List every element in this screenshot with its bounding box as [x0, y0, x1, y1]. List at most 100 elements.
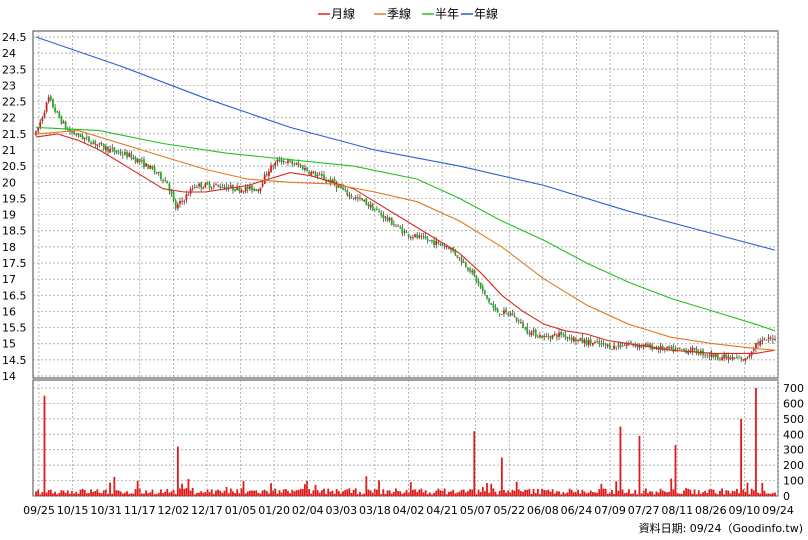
volume-tick-label: 300	[783, 444, 804, 457]
volume-bar	[109, 482, 112, 496]
volume-bar	[299, 488, 302, 496]
price-tick-label: 18.5	[2, 225, 27, 238]
volume-bar	[136, 480, 139, 496]
candle-body	[560, 331, 563, 336]
volume-bar	[666, 492, 668, 496]
volume-bar	[509, 492, 512, 496]
volume-bar	[92, 491, 95, 496]
candle-body	[746, 357, 749, 359]
volume-bar	[284, 489, 287, 496]
candle-body	[240, 189, 243, 193]
candle-body	[268, 171, 270, 177]
volume-bar	[306, 480, 308, 496]
volume-bar	[420, 488, 423, 496]
volume-tick-label: 600	[783, 397, 804, 410]
candle-body	[439, 243, 442, 245]
candle-body	[204, 183, 207, 188]
candle-body	[454, 250, 457, 255]
volume-bar	[416, 492, 419, 496]
candle-body	[644, 343, 647, 346]
candle-body	[124, 152, 126, 155]
volume-bar	[450, 491, 452, 496]
candle-body	[371, 203, 374, 211]
volume-bar	[759, 493, 762, 496]
volume-bar	[619, 426, 622, 496]
candle-body	[420, 235, 423, 237]
candle-body	[638, 344, 641, 348]
candle-body	[661, 346, 664, 351]
volume-bar	[568, 488, 571, 496]
volume-bar	[354, 488, 357, 496]
candle-body	[282, 161, 285, 162]
x-tick-label: 12/17	[191, 504, 223, 517]
candle-body	[164, 180, 167, 182]
candle-body	[149, 165, 152, 169]
volume-bar	[431, 494, 433, 496]
volume-bar	[729, 493, 732, 496]
candle-body	[517, 320, 520, 322]
volume-bar	[335, 489, 338, 496]
candle-body	[706, 355, 709, 356]
volume-bar	[740, 418, 743, 496]
candle-body	[189, 188, 192, 194]
volume-bar	[132, 493, 135, 496]
candle-body	[219, 185, 222, 188]
volume-bar	[687, 488, 690, 496]
candle-body	[388, 218, 391, 221]
candle-body	[471, 270, 474, 273]
x-tick-label: 03/18	[359, 504, 391, 517]
candle-body	[721, 357, 723, 361]
legend-label: 年線	[474, 6, 498, 21]
volume-bar	[460, 489, 463, 496]
candle-body	[181, 200, 184, 202]
candle-body	[113, 147, 116, 152]
x-tick-label: 08/26	[695, 504, 727, 517]
candle-body	[522, 322, 524, 328]
candle-body	[445, 246, 448, 248]
volume-bar	[401, 493, 404, 496]
candle-body	[310, 171, 313, 175]
volume-bar	[102, 490, 105, 496]
volume-bar	[287, 490, 289, 496]
volume-bar	[731, 490, 734, 496]
volume-bar	[543, 489, 546, 496]
volume-bar	[712, 489, 715, 496]
candle-body	[117, 151, 120, 153]
volume-bar	[515, 481, 518, 496]
volume-bar	[522, 491, 524, 496]
candlestick-series	[35, 94, 776, 364]
x-tick-label: 05/07	[460, 504, 492, 517]
candle-body	[579, 338, 582, 341]
candle-body	[259, 187, 262, 191]
candle-body	[157, 172, 160, 173]
candle-body	[278, 159, 281, 161]
candle-body	[714, 353, 717, 357]
candle-body	[441, 245, 444, 246]
volume-bar	[291, 489, 294, 496]
x-tick-label: 01/05	[225, 504, 257, 517]
volume-bar	[350, 492, 353, 496]
candle-body	[719, 358, 721, 360]
volume-bar	[750, 488, 753, 496]
candle-body	[316, 175, 319, 176]
volume-bar	[627, 489, 630, 496]
candle-body	[401, 227, 404, 234]
volume-bar	[318, 492, 321, 496]
candle-body	[136, 159, 139, 163]
volume-bar	[94, 491, 97, 496]
candle-body	[138, 158, 141, 163]
volume-bar	[232, 491, 234, 496]
candle-body	[168, 183, 171, 192]
price-panel: 24.5 24 23.5 23 22.5 22 21.5 21 20.5 20 19.5 19 18.5…	[2, 30, 779, 383]
candle-body	[534, 329, 537, 337]
candle-body	[727, 356, 730, 360]
price-tick-label: 18	[2, 241, 16, 254]
volume-bar	[151, 489, 154, 496]
candle-body	[255, 189, 258, 191]
volume-bar	[678, 493, 681, 496]
volume-bar	[644, 488, 647, 496]
candle-body	[202, 187, 205, 190]
volume-bar	[613, 493, 615, 496]
volume-bar	[140, 493, 143, 496]
volume-bar	[708, 489, 711, 496]
